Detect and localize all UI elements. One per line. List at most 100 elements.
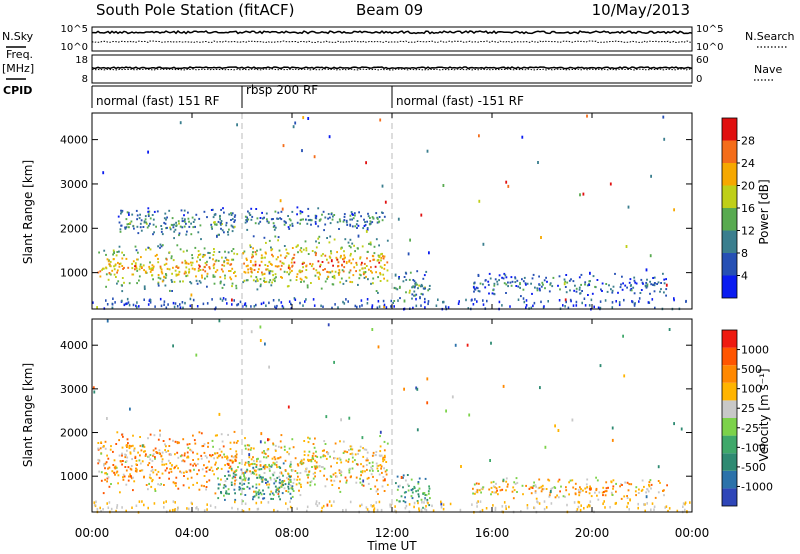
heat-cell — [153, 210, 156, 213]
heat-cell — [220, 268, 223, 271]
heat-cell — [201, 445, 204, 448]
heat-cell — [257, 268, 260, 271]
heat-cell — [141, 444, 144, 448]
heat-cell — [361, 304, 363, 307]
heat-cell — [224, 455, 226, 458]
heat-cell — [233, 252, 236, 255]
heat-cell — [307, 436, 309, 439]
heat-cell — [362, 271, 365, 274]
heat-cell — [279, 268, 282, 271]
heat-cell — [134, 268, 136, 271]
heat-cell — [255, 494, 258, 497]
heat-cell — [203, 509, 206, 512]
heat-cell — [543, 500, 546, 503]
heat-cell — [148, 210, 151, 213]
heat-cell — [210, 226, 213, 229]
heat-cell — [279, 498, 281, 501]
heat-cell — [100, 510, 102, 513]
heat-cell — [118, 221, 121, 224]
heat-cell — [226, 302, 228, 305]
heat-cell — [181, 460, 183, 463]
heat-cell — [113, 459, 116, 462]
heat-cell — [262, 466, 265, 469]
heat-cell — [611, 306, 614, 309]
heat-cell — [357, 452, 359, 455]
power-ylabel: Slant Range [km] — [21, 160, 35, 264]
heat-cell — [199, 253, 202, 256]
heat-cell — [382, 299, 385, 303]
heat-cell — [217, 477, 219, 480]
heat-cell — [419, 296, 421, 300]
heat-cell — [680, 427, 683, 431]
heat-cell — [247, 271, 250, 274]
heat-cell — [435, 304, 438, 307]
heat-cell — [330, 250, 332, 253]
heat-cell — [574, 488, 577, 490]
heat-cell — [379, 430, 382, 434]
heat-cell — [272, 274, 274, 277]
heat-cell — [296, 472, 299, 475]
heat-cell — [327, 213, 330, 215]
heat-cell — [221, 229, 224, 232]
heat-cell — [267, 448, 270, 450]
heat-cell — [545, 506, 548, 509]
heat-cell — [413, 290, 416, 293]
heat-cell — [120, 224, 122, 227]
heat-cell — [369, 469, 371, 472]
heat-cell — [503, 501, 506, 504]
heat-cell — [550, 488, 553, 491]
heat-cell — [272, 222, 275, 225]
heat-cell — [263, 456, 265, 459]
heat-cell — [531, 292, 533, 295]
heat-cell — [641, 479, 644, 482]
heat-cell — [174, 228, 177, 231]
heat-cell — [530, 282, 532, 285]
heat-cell — [244, 478, 246, 481]
heat-cell — [222, 207, 224, 210]
heat-cell — [147, 213, 150, 216]
heat-cell — [271, 281, 273, 284]
heat-cell — [653, 290, 656, 293]
heat-cell — [377, 254, 380, 257]
heat-cell — [347, 300, 349, 303]
heat-cell — [121, 506, 123, 509]
heat-cell — [211, 298, 213, 301]
heat-cell — [272, 474, 275, 477]
heat-cell — [559, 490, 561, 493]
heat-cell — [634, 490, 637, 493]
heat-cell — [263, 497, 266, 500]
heat-cell — [227, 488, 230, 491]
heat-cell — [157, 284, 160, 287]
heat-cell — [312, 298, 315, 301]
heat-cell — [105, 273, 108, 276]
heat-cell — [226, 455, 228, 458]
heat-cell — [277, 217, 279, 220]
heat-cell — [646, 488, 648, 491]
heat-cell — [132, 434, 134, 437]
heat-cell — [188, 486, 190, 489]
heat-cell — [556, 494, 558, 497]
heat-cell — [307, 473, 310, 476]
heat-cell — [590, 495, 593, 498]
heat-cell — [125, 509, 127, 513]
heat-cell — [172, 226, 175, 229]
noise-right-tick-top: 10^5 — [696, 24, 723, 35]
heat-cell — [570, 278, 572, 281]
heat-cell — [157, 245, 159, 248]
heat-cell — [229, 448, 232, 450]
heat-cell — [92, 386, 95, 390]
heat-cell — [594, 491, 596, 494]
heat-cell — [237, 466, 239, 469]
heat-cell — [186, 274, 189, 277]
heat-cell — [204, 254, 206, 257]
heat-cell — [333, 457, 336, 459]
heat-cell — [625, 245, 628, 248]
heat-cell — [351, 225, 354, 228]
heat-cell — [495, 491, 497, 494]
heat-cell — [376, 467, 379, 470]
heat-cell — [150, 477, 152, 480]
heat-cell — [196, 506, 198, 509]
heat-cell — [149, 473, 151, 476]
heat-cell — [372, 255, 375, 258]
heat-cell — [184, 259, 187, 262]
